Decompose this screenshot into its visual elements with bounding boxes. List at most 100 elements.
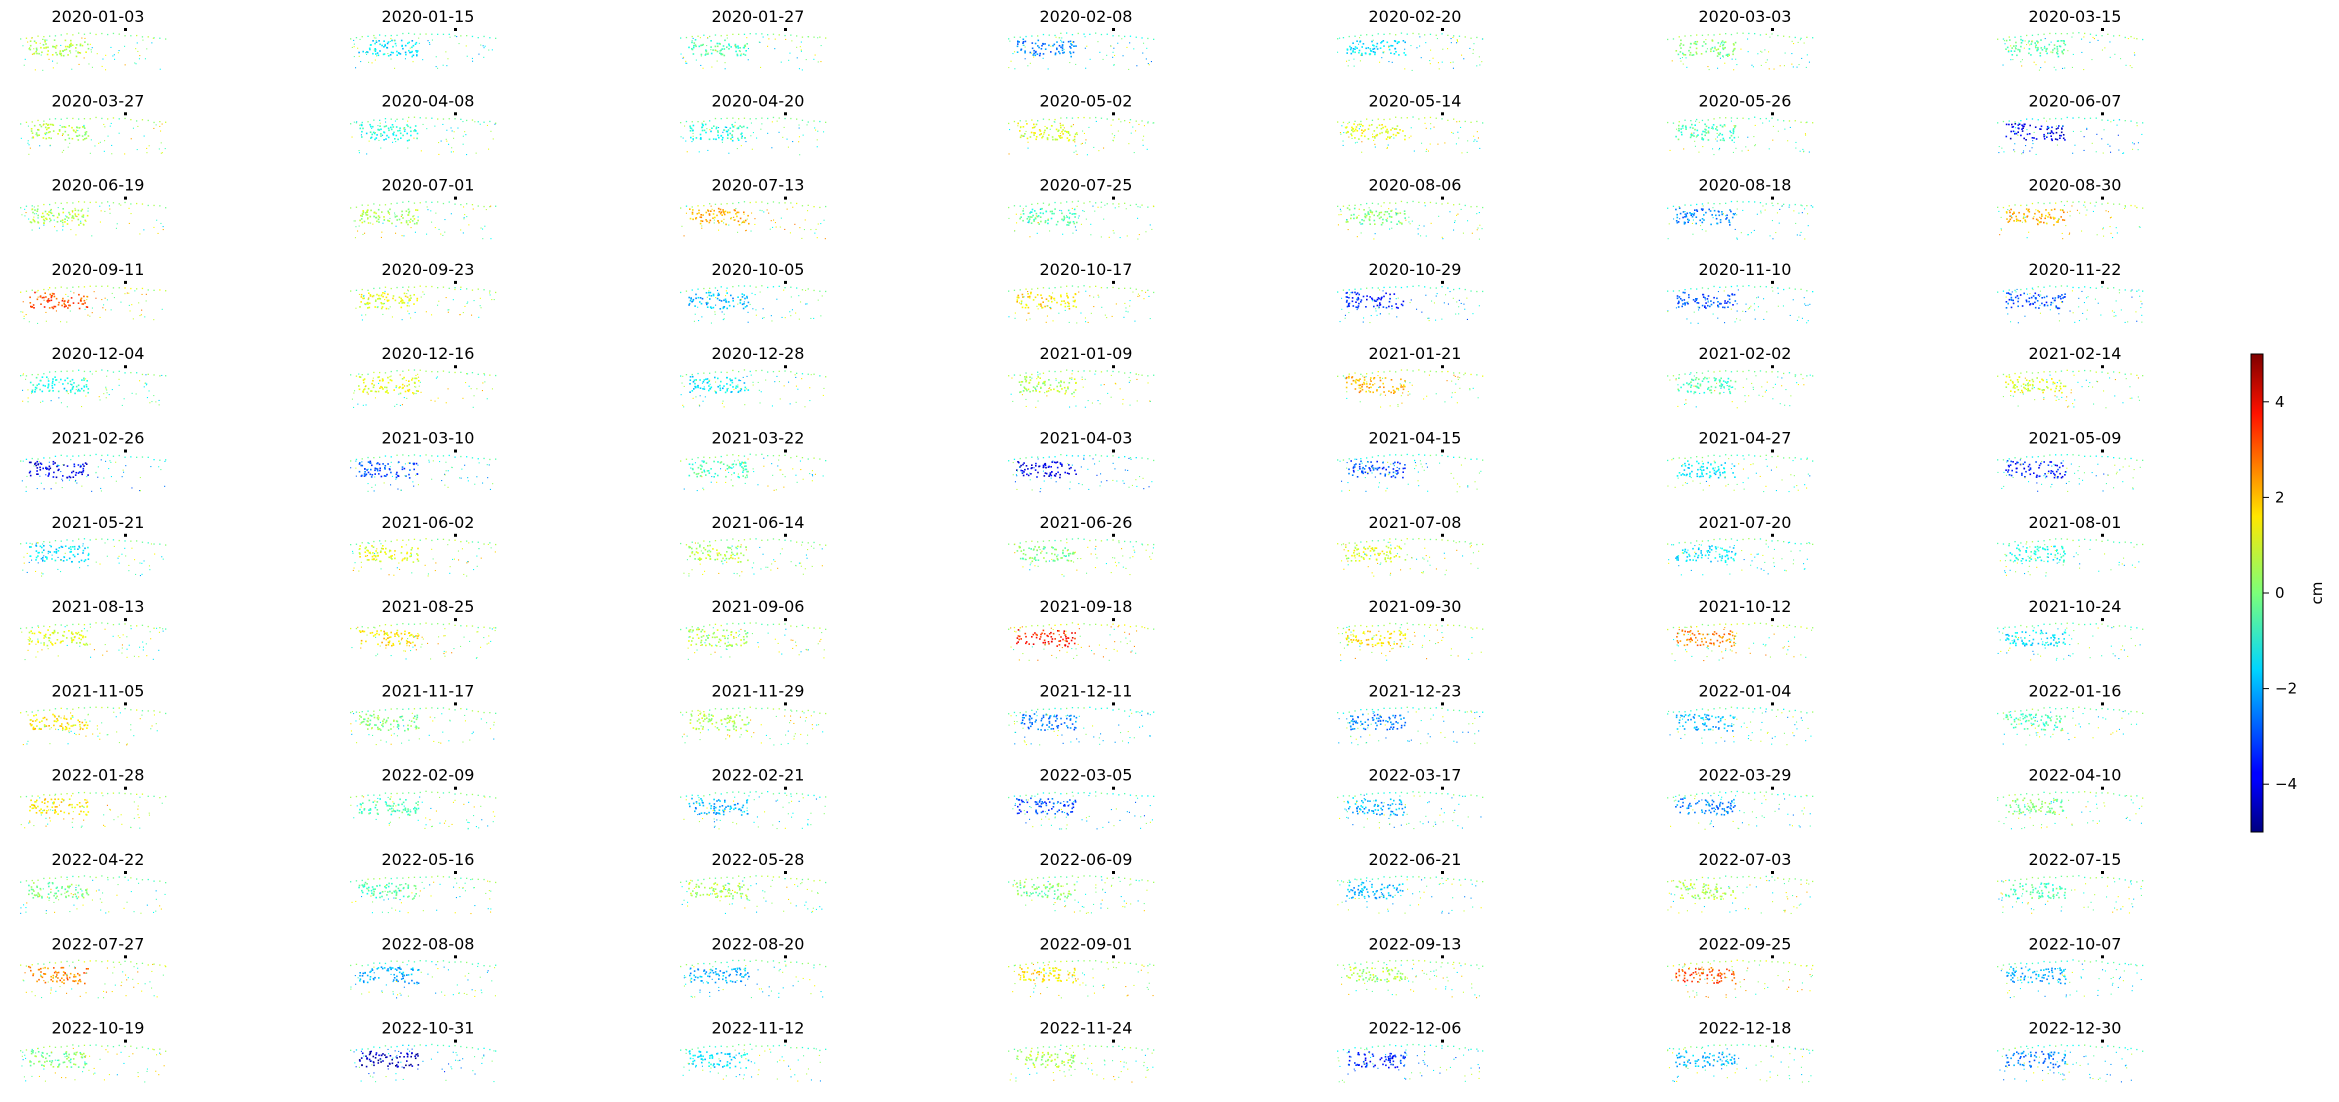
outline-point bbox=[784, 370, 786, 372]
scatter-point bbox=[1357, 124, 1359, 126]
outline-point bbox=[819, 36, 821, 38]
outline-point bbox=[37, 205, 39, 207]
scatter-point bbox=[743, 220, 745, 222]
scatter-point bbox=[49, 210, 51, 212]
scatter-point bbox=[365, 314, 367, 316]
scatter-point bbox=[2064, 67, 2066, 69]
outline-point bbox=[1106, 370, 1108, 372]
scatter-point bbox=[1769, 235, 1771, 237]
cluster-point bbox=[1380, 223, 1383, 226]
cluster-point bbox=[85, 133, 87, 135]
cluster-point bbox=[87, 47, 90, 50]
cluster-point bbox=[36, 384, 38, 387]
scatter-point bbox=[751, 292, 753, 294]
outline-point bbox=[101, 285, 103, 287]
cluster-point bbox=[708, 138, 711, 141]
scatter-point bbox=[1695, 136, 1697, 138]
cluster-point bbox=[37, 221, 39, 223]
cluster-point bbox=[403, 376, 405, 379]
outline-point bbox=[361, 288, 363, 291]
outline-point bbox=[1777, 202, 1779, 205]
cluster-point bbox=[1701, 221, 1704, 224]
cluster-point bbox=[1056, 47, 1058, 50]
cluster-point bbox=[66, 223, 69, 225]
cluster-point bbox=[722, 387, 724, 390]
cluster-point bbox=[1382, 40, 1385, 42]
cluster-point bbox=[379, 125, 381, 127]
cluster-point bbox=[2017, 300, 2019, 303]
scatter-point bbox=[1092, 205, 1094, 207]
scatter-point bbox=[1026, 319, 1028, 321]
cluster-point bbox=[1068, 307, 1071, 310]
cluster-point bbox=[716, 42, 719, 45]
cluster-point bbox=[1363, 219, 1365, 222]
cluster-point bbox=[1386, 128, 1388, 131]
cluster-point bbox=[728, 44, 731, 47]
scatter-point bbox=[751, 212, 753, 214]
scatter-point bbox=[1074, 141, 1076, 143]
scatter-point bbox=[2102, 227, 2104, 229]
scatter-point bbox=[2038, 221, 2040, 223]
scatter-point bbox=[58, 381, 60, 383]
scatter-point bbox=[452, 299, 454, 301]
cluster-point bbox=[83, 125, 85, 128]
scatter-point bbox=[1358, 208, 1360, 210]
outline-point bbox=[709, 120, 711, 122]
scatter-point bbox=[1778, 222, 1780, 224]
scatter-point bbox=[2086, 297, 2088, 299]
outline-point bbox=[60, 34, 62, 36]
outline-point bbox=[1124, 372, 1126, 374]
cluster-point bbox=[378, 216, 381, 219]
cluster-point bbox=[728, 43, 730, 45]
scatter-point bbox=[1706, 48, 1708, 50]
outline-point bbox=[1112, 203, 1114, 205]
outline-point bbox=[49, 35, 51, 37]
outline-point bbox=[1812, 291, 1814, 293]
scatter-point bbox=[1432, 57, 1434, 59]
outline-point bbox=[1458, 203, 1461, 205]
cluster-point bbox=[71, 387, 74, 389]
cluster-point bbox=[1048, 295, 1051, 297]
scatter-point bbox=[1143, 125, 1145, 127]
cluster-point bbox=[734, 209, 736, 212]
outline-point bbox=[1100, 117, 1103, 119]
cluster-point bbox=[401, 378, 404, 380]
cluster-point bbox=[1701, 209, 1704, 211]
outline-point bbox=[813, 120, 815, 122]
cluster-point bbox=[1058, 129, 1060, 132]
cluster-point bbox=[74, 215, 77, 217]
scatter-point bbox=[1736, 208, 1738, 210]
outline-point bbox=[2142, 207, 2144, 209]
outline-point bbox=[778, 202, 780, 204]
cluster-point bbox=[1367, 211, 1369, 213]
cluster-point bbox=[412, 215, 414, 218]
cluster-point bbox=[51, 387, 54, 389]
scatter-point bbox=[1435, 295, 1437, 297]
scatter-point bbox=[91, 307, 93, 309]
cluster-point bbox=[47, 46, 49, 49]
scatter-point bbox=[1113, 64, 1115, 66]
scatter-point bbox=[99, 141, 101, 143]
outline-point bbox=[1429, 201, 1432, 204]
cluster-point bbox=[1044, 43, 1046, 45]
scatter-point bbox=[727, 387, 729, 389]
cluster-point bbox=[714, 376, 716, 379]
scatter-point bbox=[701, 227, 703, 229]
cluster-point bbox=[1063, 381, 1065, 384]
cluster-point bbox=[1681, 305, 1683, 308]
cluster-point bbox=[81, 303, 84, 305]
cluster-point bbox=[2035, 44, 2037, 46]
scatter-point bbox=[2007, 313, 2009, 315]
scatter-point bbox=[1119, 237, 1121, 239]
scatter-point bbox=[481, 390, 483, 392]
cluster-point bbox=[1680, 47, 1682, 49]
cluster-point bbox=[1711, 39, 1714, 41]
cluster-point bbox=[381, 378, 384, 380]
outline-point bbox=[738, 285, 740, 287]
outline-point bbox=[1118, 203, 1120, 205]
outline-point bbox=[471, 372, 474, 374]
scatter-point bbox=[2037, 223, 2039, 225]
outline-point bbox=[749, 370, 751, 373]
scatter-point bbox=[769, 228, 771, 230]
cluster-point bbox=[1381, 41, 1383, 43]
